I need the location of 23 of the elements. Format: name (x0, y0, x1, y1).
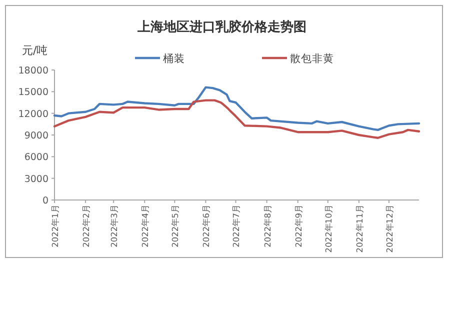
y-axis-title: 元/吨 (22, 44, 48, 57)
legend-label: 桶装 (163, 52, 185, 65)
x-tick-label: 2022年7月 (231, 205, 242, 248)
x-tick-label: 2022年5月 (170, 205, 180, 248)
x-tick-label: 2022年11月 (354, 205, 364, 253)
y-tick-label: 6000 (24, 152, 48, 164)
x-tick-label: 2022年9月 (293, 205, 304, 248)
x-tick-label: 2022年8月 (262, 205, 272, 248)
y-tick-label: 18000 (18, 66, 48, 76)
x-tick-label: 2022年1月 (50, 205, 60, 248)
x-tick-label: 2022年12月 (384, 205, 394, 253)
y-tick-label: 15000 (18, 87, 48, 98)
x-tick-label: 2022年6月 (201, 205, 212, 248)
y-tick-label: 12000 (18, 108, 48, 120)
chart-title: 上海地区进口乳胶价格走势图 (136, 19, 306, 35)
y-tick-label: 3000 (24, 174, 48, 185)
y-tick-label: 0 (42, 196, 48, 206)
legend-label: 散包非黄 (290, 52, 334, 65)
x-tick-label: 2022年3月 (109, 205, 120, 248)
x-tick-label: 2022年2月 (81, 205, 92, 248)
y-tick-label: 9000 (24, 130, 48, 142)
x-tick-label: 2022年4月 (140, 205, 150, 248)
x-tick-label: 2022年10月 (323, 205, 334, 253)
